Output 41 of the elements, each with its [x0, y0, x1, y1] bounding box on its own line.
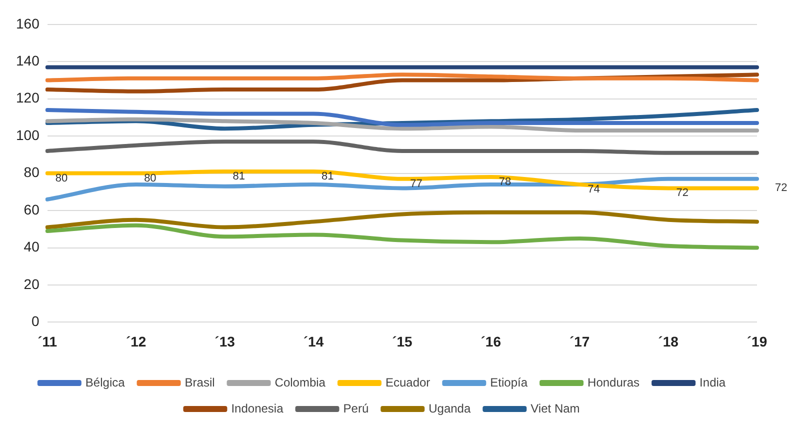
- x-tick-label: ´14: [303, 333, 324, 350]
- y-tick-label: 60: [24, 201, 40, 218]
- data-label: 81: [321, 170, 334, 182]
- x-tick-label: ´12: [126, 333, 146, 350]
- x-tick-label: ´18: [658, 333, 679, 350]
- data-label: 72: [775, 182, 788, 194]
- legend-label: Perú: [343, 401, 369, 416]
- y-tick-label: 0: [32, 313, 40, 330]
- y-tick-label: 40: [24, 238, 40, 255]
- legend-label: Honduras: [588, 375, 640, 390]
- line-series: [45, 210, 759, 230]
- y-tick-label: 120: [16, 90, 40, 106]
- data-label: 80: [144, 172, 156, 184]
- x-tick-label: ´15: [392, 333, 413, 350]
- y-tick-label: 160: [16, 15, 40, 32]
- y-tick-label: 80: [24, 164, 40, 180]
- legend-label: Colombia: [274, 375, 326, 390]
- data-label: 72: [676, 187, 689, 200]
- line-series: [45, 117, 759, 132]
- legend-label: Etiopía: [490, 375, 528, 390]
- data-label: 81: [232, 170, 246, 182]
- x-tick-label: ´16: [480, 333, 502, 350]
- line-series: [45, 223, 759, 250]
- x-tick-label: ´19: [746, 333, 768, 350]
- legend-label: Viet Nam: [530, 401, 580, 416]
- legend-label: Brasil: [184, 375, 215, 390]
- legend-label: India: [700, 375, 726, 390]
- line-series: [45, 140, 759, 155]
- y-tick-label: 20: [24, 276, 40, 292]
- line-series: [45, 108, 759, 127]
- data-label: 78: [498, 176, 512, 188]
- legend-label: Uganda: [428, 401, 471, 416]
- legend-label: Indonesia: [231, 401, 284, 416]
- x-tick-label: ´17: [569, 333, 590, 350]
- data-label: 80: [55, 172, 68, 184]
- y-tick-label: 100: [16, 126, 40, 143]
- x-tick-label: ´11: [38, 333, 58, 350]
- x-tick-label: ´13: [214, 333, 236, 350]
- legend-label: Ecuador: [385, 375, 430, 390]
- y-tick-label: 140: [16, 52, 40, 68]
- legend-label: Bélgica: [85, 375, 126, 390]
